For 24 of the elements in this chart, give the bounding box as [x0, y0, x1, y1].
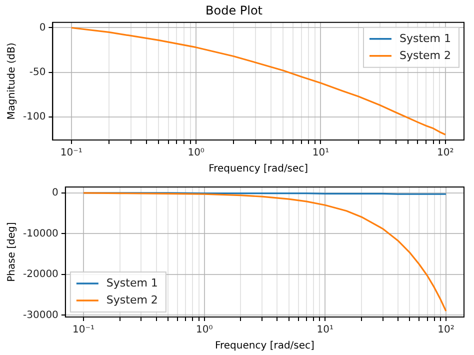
- y-tick-label: -20000: [23, 269, 58, 280]
- x-tick-label: 10¹: [312, 148, 330, 159]
- y-tick-label: -50: [29, 66, 46, 78]
- y-axis-title: Magnitude (dB): [6, 42, 18, 120]
- x-tick-label: 10¹: [316, 324, 334, 336]
- x-tick-label: 10⁻¹: [60, 148, 82, 159]
- x-tick-label: 10⁰: [188, 148, 204, 159]
- y-tick-label: 0: [39, 22, 46, 34]
- x-tick-label: 10²: [437, 148, 454, 159]
- y-axis-title: Phase [deg]: [6, 222, 18, 282]
- legend-label: System 2: [106, 293, 158, 306]
- y-tick-label: -30000: [23, 310, 58, 321]
- chart-title: Bode Plot: [205, 3, 263, 18]
- x-tick-label: 10⁻¹: [72, 324, 95, 336]
- y-tick-label: -10000: [23, 228, 58, 240]
- y-tick-label: 0: [52, 188, 58, 199]
- y-tick-label: -100: [22, 111, 46, 122]
- legend-label: System 1: [399, 32, 451, 45]
- x-tick-label: 10²: [438, 324, 454, 336]
- legend-label: System 1: [106, 276, 158, 290]
- x-axis-title: Frequency [rad/sec]: [208, 164, 308, 175]
- x-axis-title: Frequency [rad/sec]: [214, 340, 315, 352]
- x-tick-label: 10⁰: [196, 324, 213, 336]
- legend-label: System 2: [399, 48, 451, 62]
